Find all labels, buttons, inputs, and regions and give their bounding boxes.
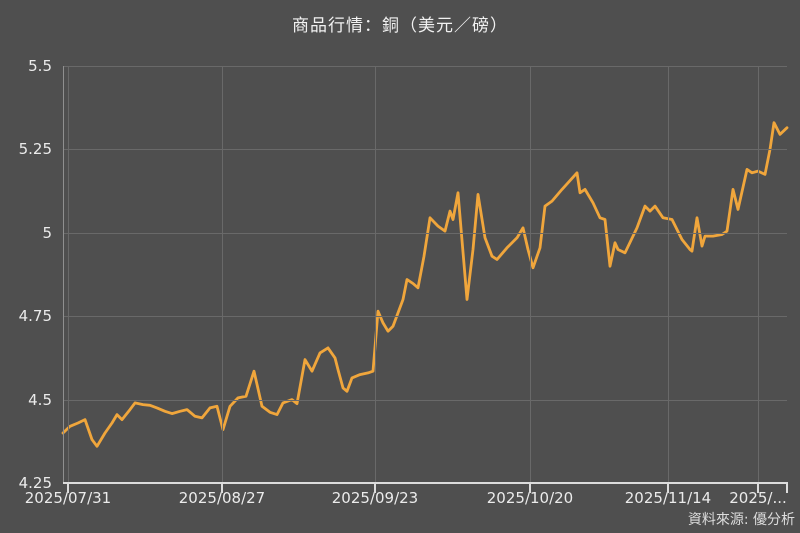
y-axis-line xyxy=(63,66,64,483)
x-tick-mark xyxy=(757,484,759,493)
x-axis-label: 2025/07/31 xyxy=(24,489,112,507)
gridline-vertical xyxy=(530,66,531,483)
gridline-horizontal xyxy=(63,66,787,67)
x-axis-label: 2025/11/14 xyxy=(624,489,712,507)
line-chart-canvas xyxy=(61,121,789,448)
y-axis-label: 4.75 xyxy=(18,307,52,326)
y-axis-label: 5.25 xyxy=(18,140,52,159)
x-axis-label: 2025/10/20 xyxy=(486,489,574,507)
gridline-vertical xyxy=(668,66,669,483)
data-source-label: 資料來源: 優分析 xyxy=(687,512,795,528)
x-axis-line xyxy=(63,482,788,484)
gridline-vertical xyxy=(222,66,223,483)
y-axis-label: 4.5 xyxy=(28,390,52,409)
x-axis-label: 2025/... xyxy=(729,489,787,507)
y-axis-label: 5 xyxy=(42,223,52,242)
gridline-horizontal xyxy=(63,399,787,401)
gridline-horizontal xyxy=(63,149,787,151)
price-line-copper xyxy=(61,121,789,448)
x-tick-mark xyxy=(374,484,376,493)
x-tick-mark xyxy=(786,484,788,493)
x-tick-mark xyxy=(67,484,69,493)
x-tick-mark xyxy=(667,484,669,493)
y-axis-label: 5.5 xyxy=(28,57,52,75)
gridline-vertical xyxy=(68,66,69,483)
gridline-horizontal xyxy=(63,232,787,234)
gridline-horizontal xyxy=(63,316,787,318)
y-axis-label: 4.25 xyxy=(18,474,52,492)
x-tick-mark xyxy=(221,484,223,493)
chart-title: 商品行情：銅（美元／磅） xyxy=(292,16,508,36)
x-axis-label: 2025/09/23 xyxy=(331,489,419,507)
gridline-vertical xyxy=(758,66,759,483)
x-axis-label: 2025/08/27 xyxy=(178,489,266,507)
gridline-vertical xyxy=(375,66,376,483)
plot-area xyxy=(61,66,789,483)
x-tick-mark xyxy=(529,484,531,493)
